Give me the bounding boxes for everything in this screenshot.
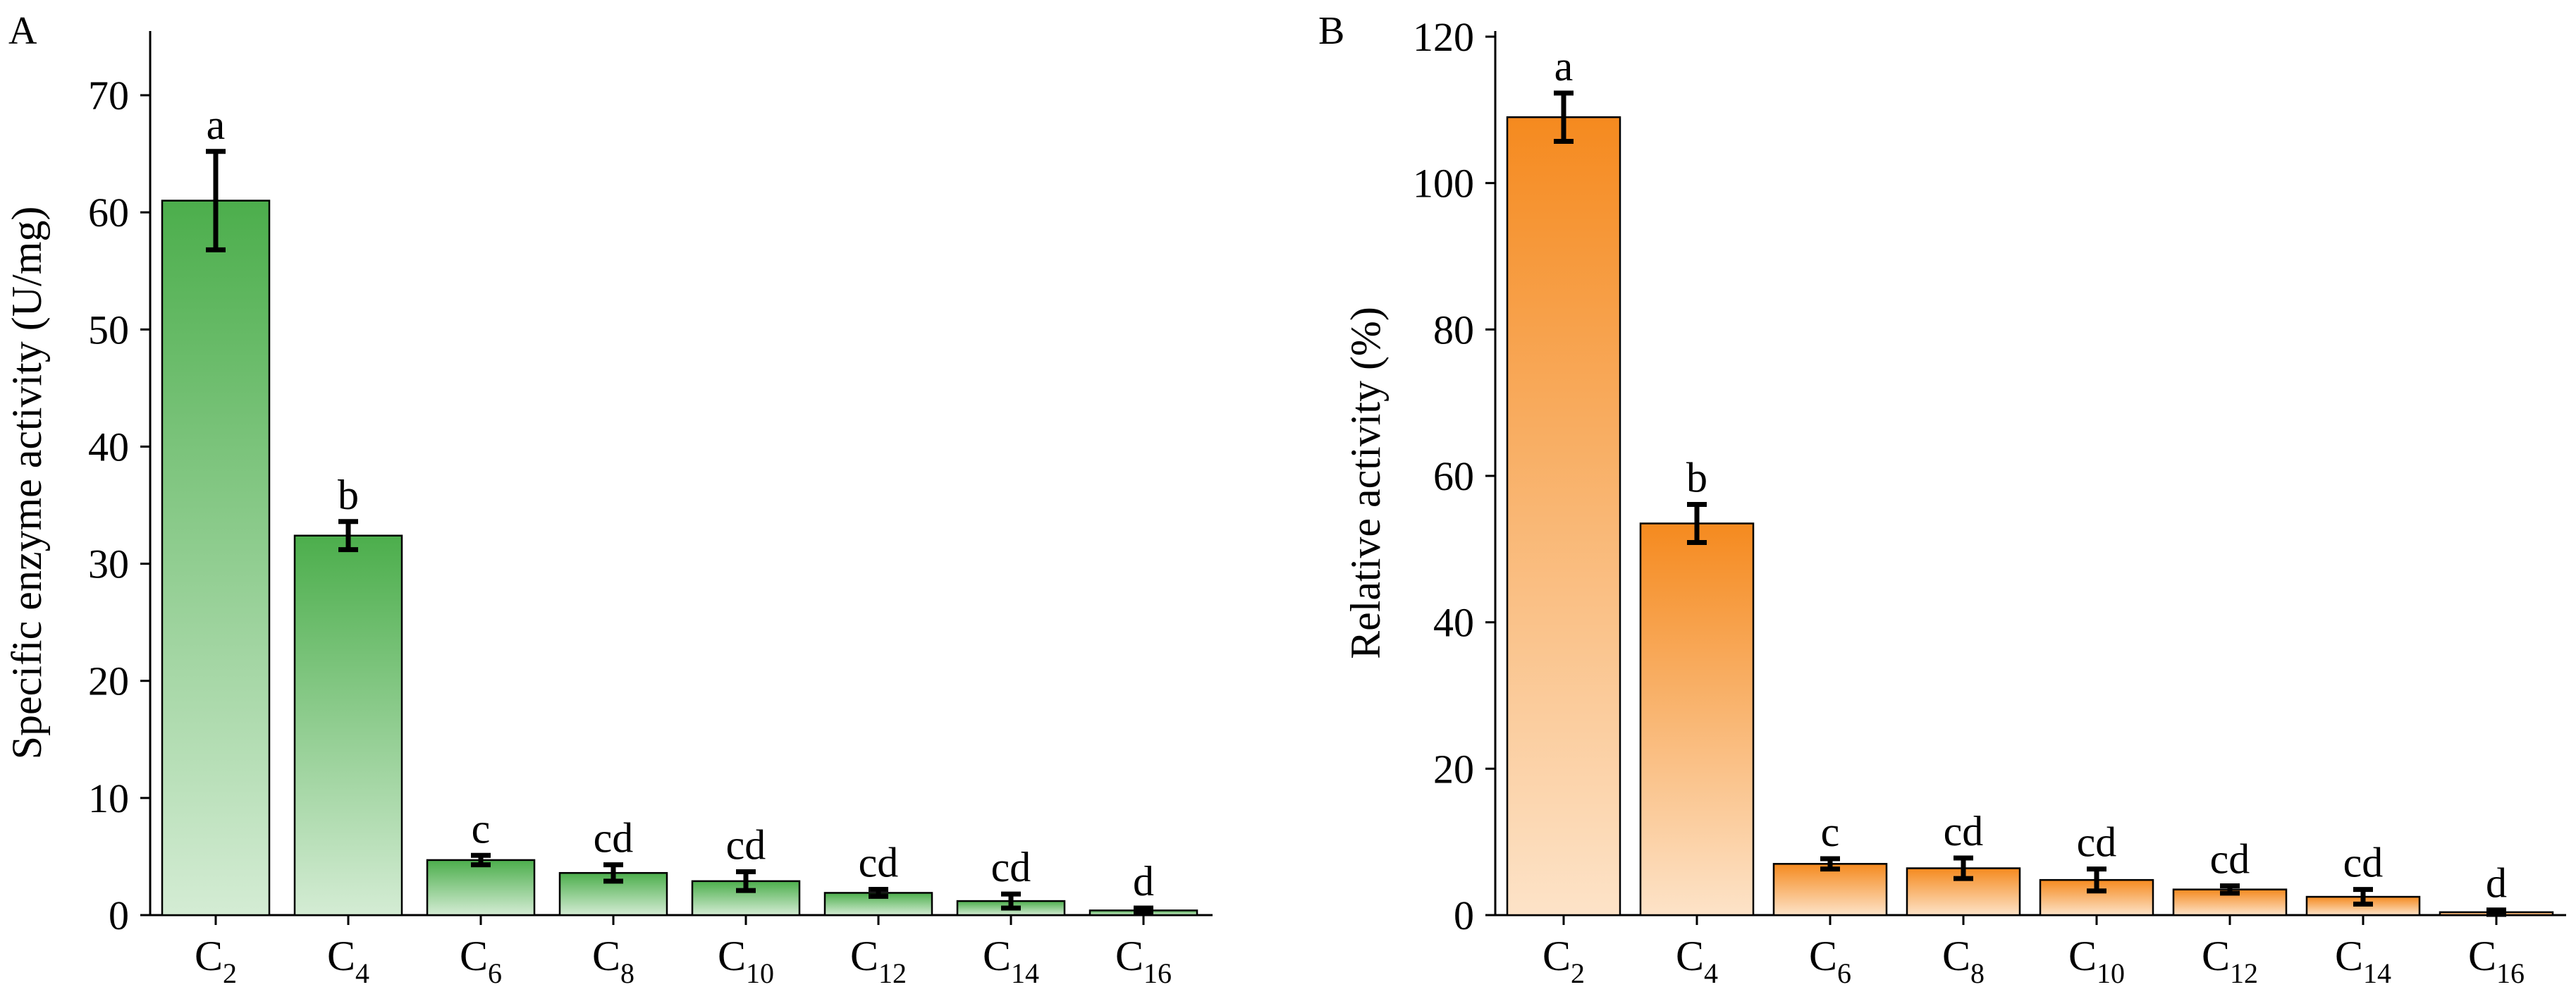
- significance-label: a: [207, 102, 226, 148]
- x-tick-label: C14: [2335, 933, 2391, 989]
- y-tick-label: 100: [1413, 161, 1474, 207]
- y-tick-label: 40: [1433, 600, 1474, 646]
- x-tick-label: C4: [1676, 933, 1718, 989]
- y-tick-label: 70: [88, 73, 129, 118]
- significance-label: d: [2486, 860, 2507, 907]
- significance-label: a: [1554, 43, 1574, 90]
- error-bar: [1687, 501, 1707, 545]
- error-bar: [1554, 90, 1574, 144]
- y-tick-label: 10: [88, 776, 129, 821]
- bar: [161, 200, 271, 917]
- y-tick-label: 40: [88, 424, 129, 470]
- error-bar: [603, 862, 623, 884]
- panel-label: A: [8, 9, 37, 53]
- x-tick-label: C10: [718, 933, 774, 989]
- x-tick-label: C14: [983, 933, 1039, 989]
- significance-label: b: [1686, 454, 1707, 501]
- significance-label: cd: [594, 815, 634, 862]
- error-bar: [2353, 887, 2373, 907]
- x-tick-label: C4: [327, 933, 369, 989]
- x-tick-label: C6: [460, 933, 502, 989]
- x-tick-label: C12: [2202, 933, 2258, 989]
- error-bar: [2486, 907, 2506, 917]
- significance-label: d: [1133, 858, 1154, 905]
- x-tick-label: C8: [1942, 933, 1985, 989]
- error-bar: [1001, 891, 1021, 911]
- significance-label: cd: [726, 822, 766, 869]
- y-tick-label: 60: [1433, 453, 1474, 499]
- y-tick-label: 120: [1413, 14, 1474, 60]
- x-tick-label: C10: [2068, 933, 2125, 989]
- bar: [1639, 522, 1755, 917]
- significance-label: cd: [2210, 835, 2250, 882]
- significance-label: cd: [1944, 808, 1984, 854]
- error-bar: [2087, 866, 2106, 894]
- error-bar: [2220, 883, 2240, 896]
- y-tick-label: 0: [1454, 893, 1474, 938]
- error-bar: [471, 852, 491, 868]
- panel-a: 0 10 20 30 40 50 60 70 Specific enzyme activity …: [4, 9, 1213, 989]
- y-tick-label: 30: [88, 541, 129, 587]
- significance-label: cd: [859, 839, 899, 885]
- significance-label: c: [472, 805, 491, 852]
- y-tick-label: 60: [88, 190, 129, 235]
- significance-label: b: [338, 472, 359, 518]
- panel-b: 0 20 40 60 80 100 120 Relative activity (%) Ba C2…: [1318, 9, 2566, 989]
- error-bar: [206, 149, 226, 252]
- y-axis-label: Specific enzyme activity (U/mg): [4, 207, 50, 760]
- y-tick-label: 50: [88, 307, 129, 353]
- y-axis-label: Relative activity (%): [1342, 307, 1389, 659]
- bar: [293, 534, 403, 917]
- significance-label: cd: [2077, 819, 2117, 866]
- significance-label: cd: [991, 844, 1031, 890]
- y-tick-label: 0: [109, 893, 129, 938]
- significance-label: c: [1821, 809, 1840, 855]
- x-tick-label: C16: [2468, 933, 2525, 989]
- bar: [426, 859, 536, 917]
- x-tick-label: C16: [1115, 933, 1172, 989]
- x-tick-label: C2: [1542, 933, 1585, 989]
- x-tick-label: C2: [195, 933, 237, 989]
- bar: [1506, 116, 1621, 917]
- y-tick-label: 20: [88, 658, 129, 704]
- x-tick-label: C12: [850, 933, 907, 989]
- panel-label: B: [1318, 9, 1344, 53]
- error-bar: [1820, 856, 1840, 872]
- y-tick-label: 20: [1433, 746, 1474, 792]
- error-bar: [338, 519, 358, 553]
- error-bar: [1134, 905, 1153, 916]
- error-bar: [1954, 855, 1973, 881]
- x-tick-label: C8: [592, 933, 634, 989]
- y-tick-label: 80: [1433, 307, 1474, 353]
- error-bar: [736, 869, 756, 893]
- x-tick-label: C6: [1809, 933, 1851, 989]
- significance-label: cd: [2343, 840, 2384, 886]
- error-bar: [869, 886, 888, 899]
- bar: [1772, 863, 1888, 917]
